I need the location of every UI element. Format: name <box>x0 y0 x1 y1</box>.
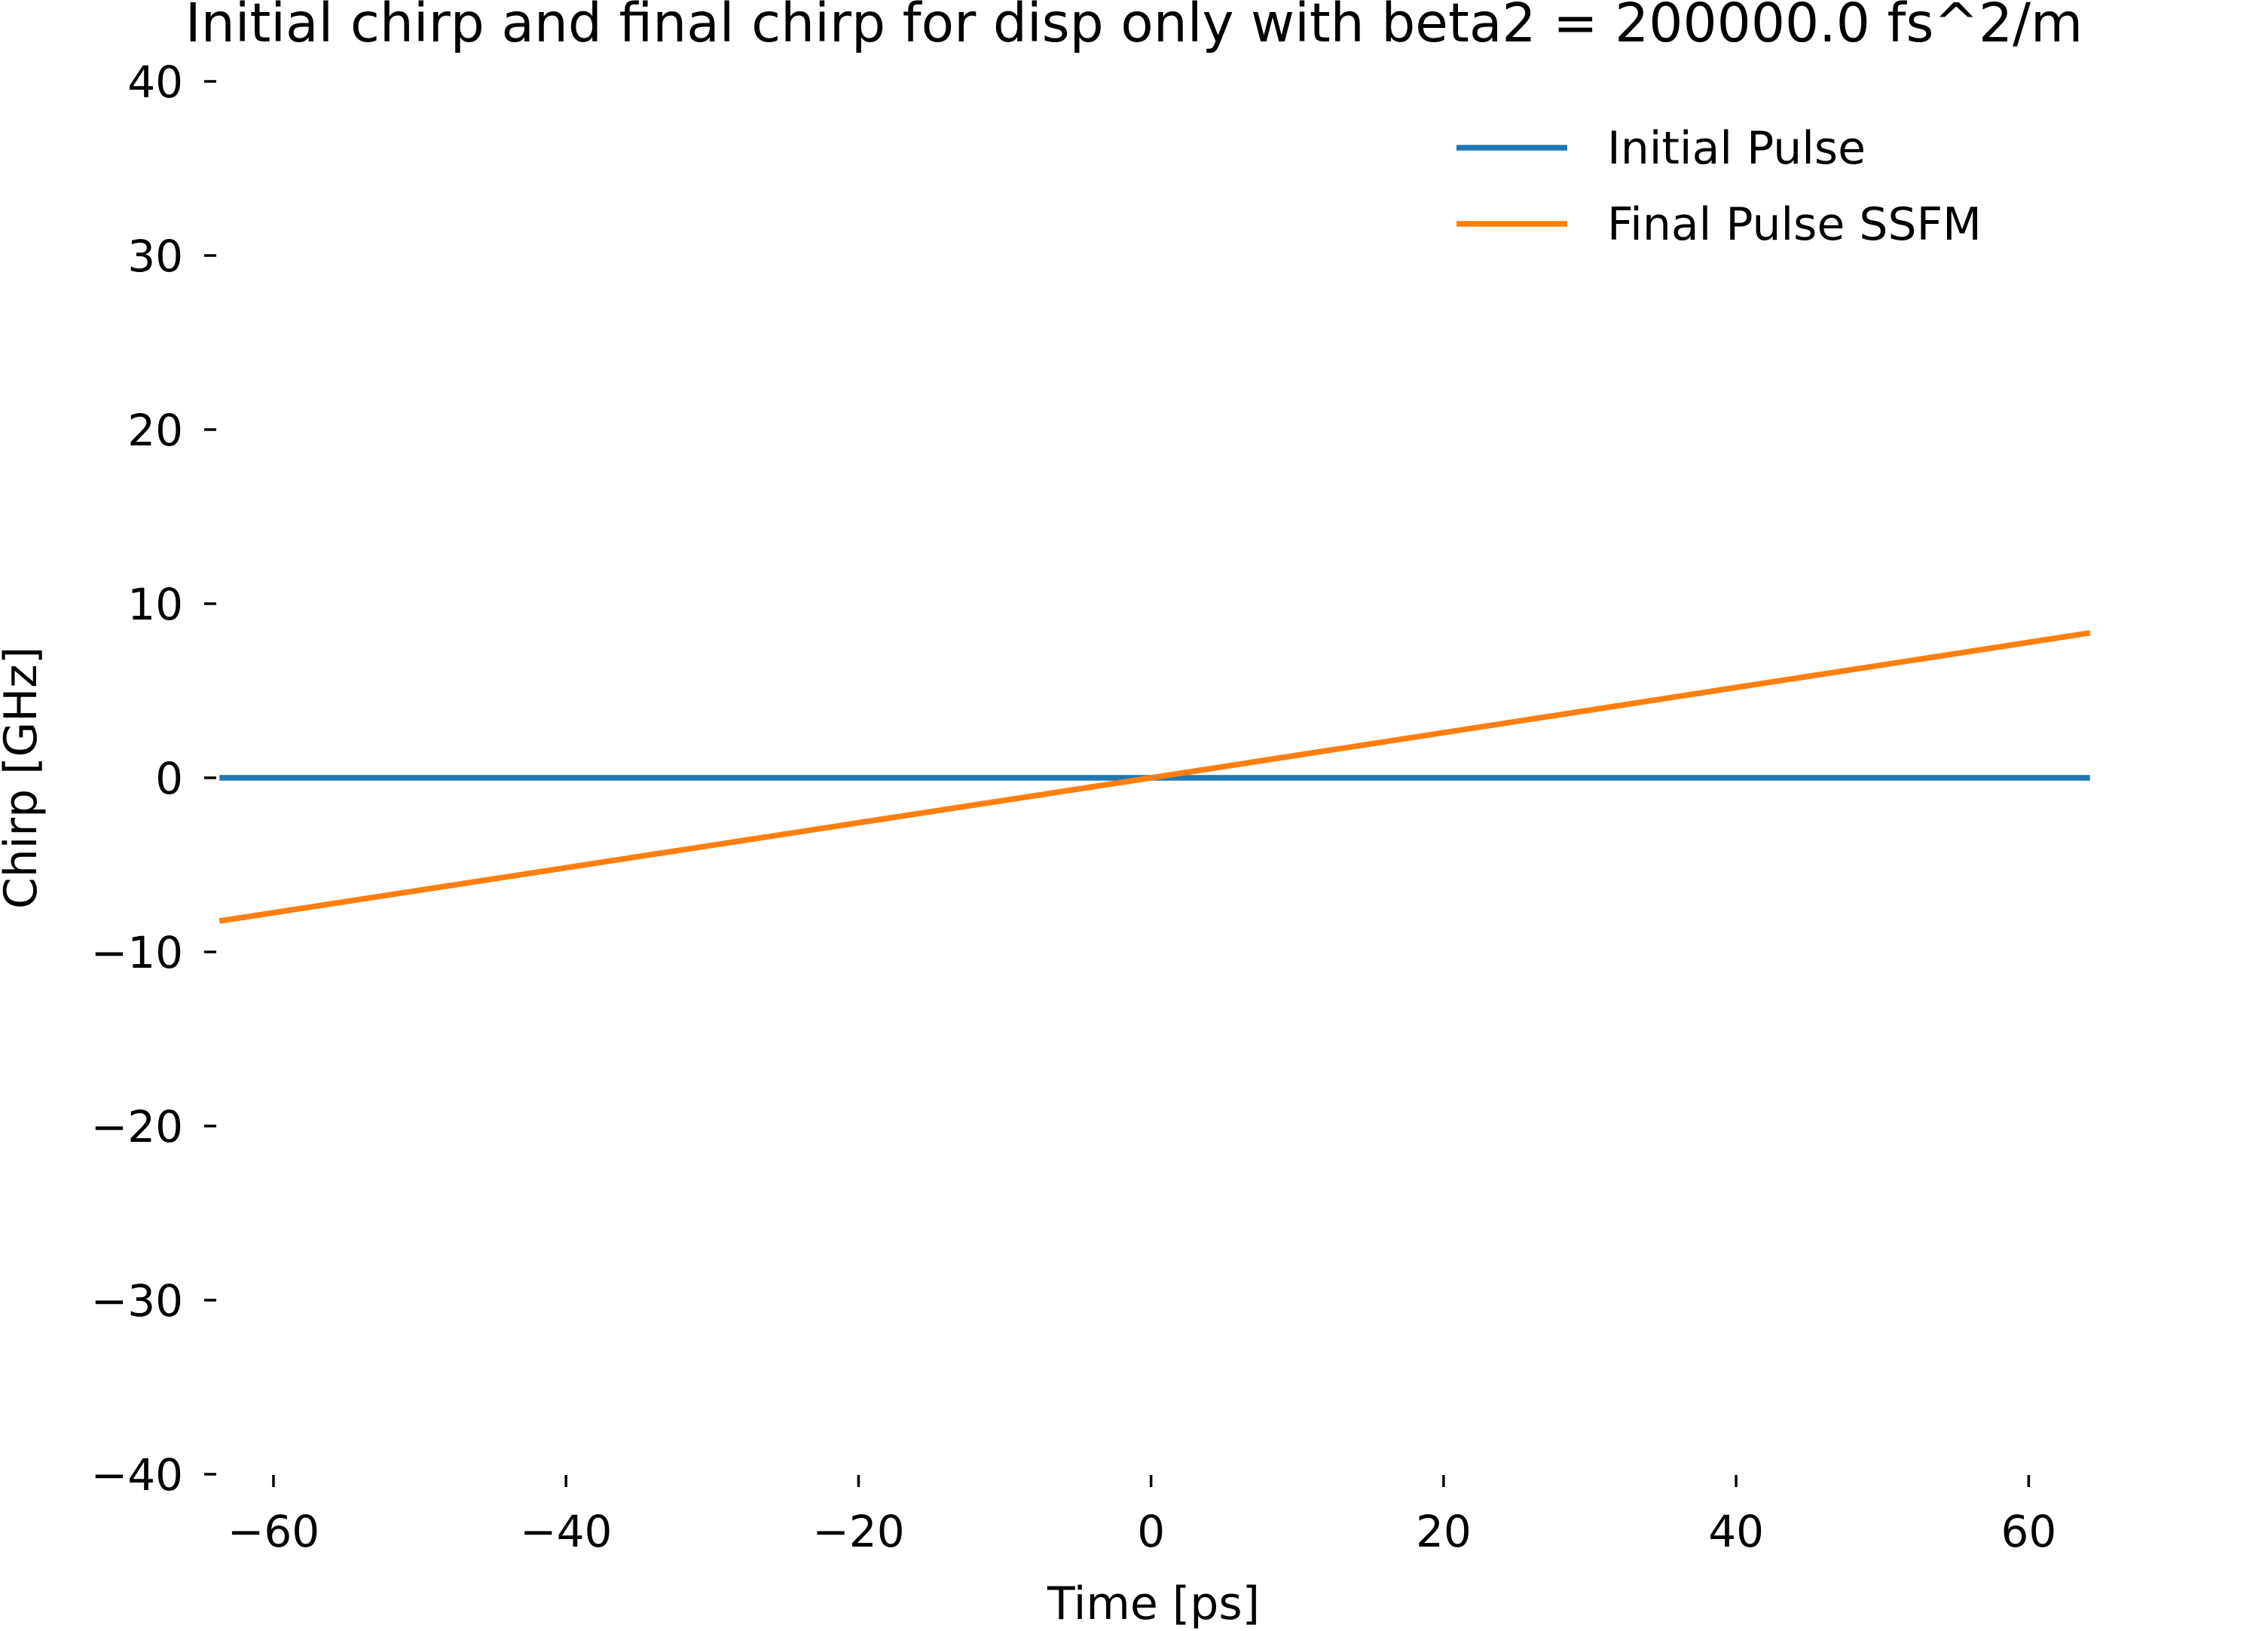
x-axis-ticks: −60 −40 −20 0 20 40 60 <box>228 1475 2056 1557</box>
x-tick-label: 0 <box>1137 1506 1165 1557</box>
x-tick-label: 20 <box>1416 1506 1472 1557</box>
y-axis-ticks: 40 30 20 10 0 −10 −20 −30 −40 <box>91 57 216 1501</box>
y-tick-label: 0 <box>155 753 183 804</box>
x-tick-label: −40 <box>520 1506 612 1557</box>
y-tick-label: 30 <box>127 231 183 282</box>
x-tick-label: −60 <box>228 1506 319 1557</box>
y-tick-label: 40 <box>127 57 183 108</box>
legend-label: Final Pulse SSFM <box>1607 198 1982 251</box>
y-tick-label: 20 <box>127 405 183 456</box>
series-lines <box>219 630 2091 924</box>
x-axis-label: Time [ps] <box>1047 1577 1260 1630</box>
legend: Initial Pulse Final Pulse SSFM <box>1456 122 1982 251</box>
y-tick-label: −40 <box>91 1449 183 1501</box>
y-axis-label: Chirp [GHz] <box>0 647 47 909</box>
x-tick-label: 60 <box>2001 1506 2056 1557</box>
x-tick-label: 40 <box>1708 1506 1764 1557</box>
y-tick-label: −30 <box>91 1275 183 1327</box>
chart-title: Initial chirp and final chirp for disp o… <box>185 0 2083 54</box>
legend-label: Initial Pulse <box>1607 122 1866 175</box>
y-tick-label: −10 <box>91 927 183 978</box>
y-tick-label: 10 <box>127 579 183 630</box>
x-tick-label: −20 <box>812 1506 904 1557</box>
y-tick-label: −20 <box>91 1101 183 1152</box>
series-line-final-pulse-ssfm <box>219 630 2091 924</box>
